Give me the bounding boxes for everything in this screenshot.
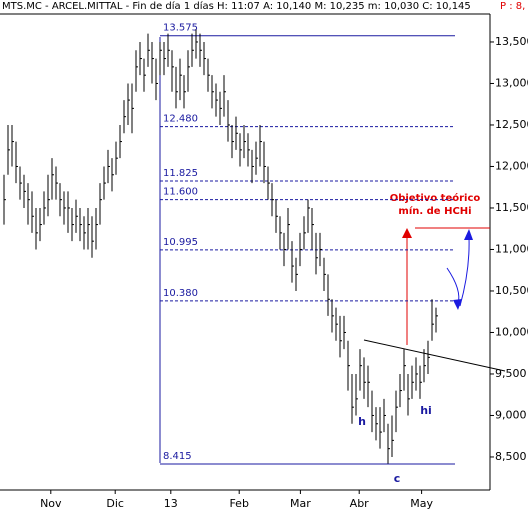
header-text: MTS.MC - ARCEL.MITTAL - Fin de día 1 día… [2,0,471,12]
annotation: hi [420,404,432,417]
y-tick-label: 10,000 [495,325,528,338]
y-tick-label: 8,500 [495,450,527,463]
blue-arrow-up [459,237,470,307]
x-tick-label: Feb [229,497,248,510]
annotation: mín. de HCHi [398,205,471,217]
y-tick-label: 12,500 [495,118,528,131]
level-label: 11.600 [163,187,198,198]
level-label: 10.380 [163,288,198,299]
neckline [363,339,506,372]
annotation: Objetivo teórico [390,192,481,204]
x-tick-label: Mar [290,497,311,510]
level-label: 11.825 [163,168,198,179]
x-tick-label: Dic [106,497,124,510]
x-tick-label: Abr [350,497,370,510]
y-tick-label: 9,000 [495,408,527,421]
x-tick-label: Nov [40,497,62,510]
y-tick-label: 12,000 [495,159,528,172]
y-tick-label: 13,500 [495,35,528,48]
level-label: 10.995 [163,237,198,248]
blue-arrowhead-down [453,299,462,310]
blue-arrowhead-up [464,229,473,240]
x-tick-label: 13 [164,497,178,510]
y-tick-label: 9,500 [495,367,527,380]
red-arrowhead [402,228,412,238]
annotation: h [358,415,366,428]
header-extra: P : 8, [500,1,525,12]
level-label: 13.575 [163,23,198,34]
x-tick-label: May [410,497,433,510]
y-tick-label: 10,500 [495,284,528,297]
y-tick-label: 11,500 [495,201,528,214]
annotation: c [394,472,401,485]
level-label: 12.480 [163,114,198,125]
y-tick-label: 11,000 [495,242,528,255]
level-label: 8.415 [163,451,192,462]
y-tick-label: 13,000 [495,76,528,89]
